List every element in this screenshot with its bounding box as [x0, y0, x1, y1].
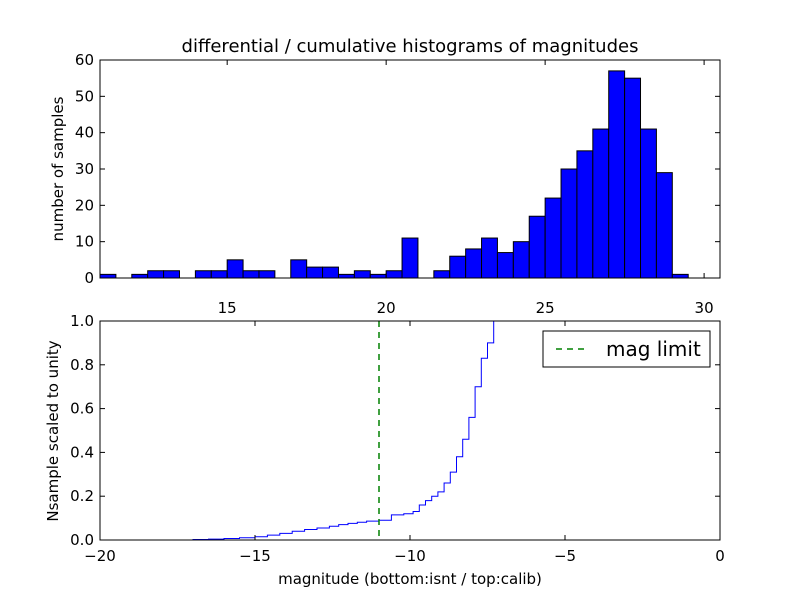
cumulative-ticks: 0.0 0.2 0.4 0.6 0.8 1.0 −20 −15 −10 −5 0 [70, 312, 725, 565]
histogram-bar-28 [544, 197, 562, 279]
histogram-panel: differential / cumulative histograms of … [49, 36, 721, 317]
histogram-bar-17 [369, 273, 387, 279]
histogram-bar-7 [210, 270, 228, 279]
histogram-bar-30 [576, 150, 594, 279]
histogram-bar-33 [624, 77, 642, 279]
histogram-bar-29 [560, 168, 578, 279]
histogram-bar-22 [449, 255, 467, 279]
histogram-bar-0 [99, 273, 117, 279]
histogram-bar-10 [258, 270, 276, 279]
histogram-bar-6 [194, 270, 212, 279]
histogram-bar-24 [481, 237, 498, 279]
histogram-bar-32 [608, 70, 626, 279]
histogram-bar-27 [528, 215, 546, 279]
chart-title: differential / cumulative histograms of … [182, 36, 639, 57]
top-ytick-label: 10 [75, 233, 94, 251]
histogram-bar-14 [322, 266, 339, 279]
bottom-ytick-label: 0.0 [70, 531, 94, 549]
bottom-ylabel: Nsample scaled to unity [44, 340, 62, 521]
histogram-bar-34 [640, 128, 657, 279]
top-xtick-label: 20 [377, 299, 396, 317]
top-ytick-label: 30 [75, 160, 94, 178]
bottom-ytick-label: 0.6 [70, 400, 94, 418]
histogram-ticks: 0 10 20 30 40 50 60 15 20 25 30 [75, 51, 720, 317]
histogram-bar-23 [465, 248, 483, 279]
histogram-frame [99, 59, 721, 279]
top-ytick-label: 60 [75, 51, 94, 69]
bottom-xtick-label: −20 [84, 547, 116, 565]
bottom-ytick-label: 1.0 [70, 312, 94, 330]
histogram-bar-3 [147, 270, 165, 279]
histogram-bar-31 [592, 128, 610, 279]
histogram-bars [99, 70, 689, 279]
top-ylabel: number of samples [49, 96, 67, 241]
histogram-bar-8 [226, 259, 244, 279]
histogram-bar-18 [385, 270, 403, 279]
top-ytick-label: 40 [75, 124, 94, 142]
bottom-ytick-label: 0.4 [70, 443, 94, 461]
bottom-xtick-label: −15 [239, 547, 271, 565]
histogram-bar-2 [131, 273, 149, 279]
top-xtick-label: 25 [536, 299, 555, 317]
histogram-bar-4 [163, 270, 180, 279]
bottom-xlabel: magnitude (bottom:isnt / top:calib) [278, 570, 542, 588]
histogram-bar-12 [290, 259, 308, 279]
bottom-xtick-label: 0 [715, 547, 725, 565]
top-ytick-label: 50 [75, 87, 94, 105]
histogram-bar-26 [512, 241, 530, 279]
histogram-bar-36 [671, 273, 689, 279]
legend-label-mag-limit: mag limit [606, 337, 701, 361]
top-ytick-label: 20 [75, 196, 94, 214]
bottom-ytick-label: 0.8 [70, 356, 94, 374]
histogram-bar-15 [337, 273, 355, 279]
cumulative-frame [99, 320, 721, 541]
legend: mag limit [542, 330, 711, 368]
cumulative-panel: magnitude (bottom:isnt / top:calib) Nsam… [44, 312, 725, 588]
histogram-bar-19 [401, 237, 419, 279]
cumulative-lines [100, 320, 510, 541]
histogram-bar-13 [306, 266, 324, 279]
histogram-bar-16 [353, 270, 371, 279]
histogram-bar-25 [496, 252, 514, 279]
cumulative-step-line [100, 320, 510, 541]
top-ytick-label: 0 [84, 269, 94, 287]
histogram-bar-9 [242, 270, 260, 279]
histogram-bar-21 [433, 270, 451, 279]
histogram-bar-35 [655, 172, 673, 279]
top-xtick-label: 15 [218, 299, 237, 317]
bottom-ytick-label: 0.2 [70, 487, 94, 505]
bottom-xtick-label: −5 [554, 547, 576, 565]
top-xtick-label: 30 [695, 299, 714, 317]
bottom-xtick-label: −10 [394, 547, 426, 565]
